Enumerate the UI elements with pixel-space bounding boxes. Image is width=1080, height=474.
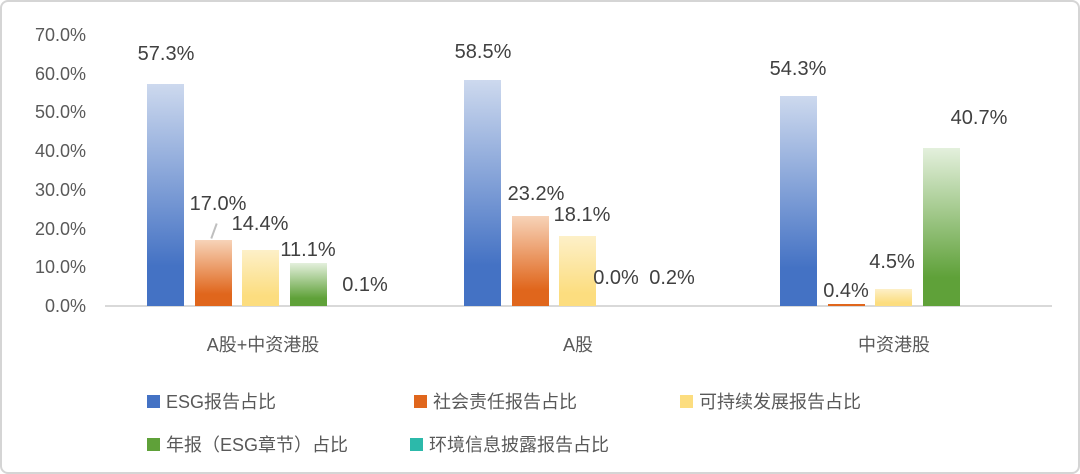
legend-swatch-icon: [410, 437, 423, 451]
bar-社会责任报告占比-A股: [511, 216, 549, 306]
legend-label: 社会责任报告占比: [433, 392, 577, 412]
legend-label: 年报（ESG章节）占比: [166, 435, 349, 455]
y-tick-label: 70.0%: [34, 25, 86, 46]
data-label: 23.2%: [507, 183, 565, 205]
bar-ESG报告占比-A股: [464, 79, 501, 306]
bar-年报（ESG章节）占比-中资港股: [922, 148, 960, 306]
category-label: A股+中资港股: [206, 335, 320, 355]
legend-swatch-icon: [414, 394, 427, 408]
legend-label: ESG报告占比: [166, 392, 277, 412]
bar-社会责任报告占比-A股+中资港股: [194, 240, 232, 306]
y-tick-label: 20.0%: [34, 218, 86, 239]
bar-可持续发展报告占比-中资港股: [875, 288, 912, 306]
data-label: 18.1%: [553, 204, 611, 226]
y-tick-label: 0.0%: [44, 296, 86, 316]
bar-社会责任报告占比-中资港股: [827, 304, 865, 306]
legend-swatch-icon: [147, 394, 160, 408]
data-label: 57.3%: [137, 43, 195, 65]
bar-ESG报告占比-中资港股: [780, 95, 817, 306]
legend-item: 可持续发展报告占比: [680, 388, 861, 414]
data-label: 54.3%: [769, 58, 827, 80]
y-tick-label: 60.0%: [34, 63, 86, 84]
y-tick-label: 30.0%: [34, 179, 86, 200]
x-axis-line: [105, 305, 1052, 307]
data-label: 40.7%: [950, 107, 1008, 129]
category-label: 中资港股: [858, 335, 930, 355]
legend-swatch-icon: [147, 437, 160, 451]
legend-item: 环境信息披露报告占比: [410, 431, 609, 457]
legend-item: 社会责任报告占比: [414, 388, 577, 414]
data-label: 4.5%: [869, 251, 915, 273]
data-label: 0.0%: [593, 267, 639, 289]
legend-item: 年报（ESG章节）占比: [147, 431, 348, 457]
y-tick-label: 50.0%: [34, 102, 86, 123]
legend-label: 环境信息披露报告占比: [429, 435, 609, 455]
bar-ESG报告占比-A股+中资港股: [147, 84, 184, 306]
bar-可持续发展报告占比-A股+中资港股: [242, 250, 279, 306]
y-tick-label: 10.0%: [34, 257, 86, 278]
legend-swatch-icon: [680, 394, 693, 408]
y-tick-label: 40.0%: [34, 141, 86, 162]
data-label: 0.2%: [649, 267, 695, 289]
bar-可持续发展报告占比-A股: [559, 235, 596, 306]
data-label: 14.4%: [231, 213, 289, 235]
label-leader-line: [210, 223, 218, 239]
data-label: 11.1%: [280, 239, 336, 261]
legend-label: 可持续发展报告占比: [699, 392, 861, 412]
data-label: 0.4%: [823, 280, 869, 302]
category-label: A股: [562, 335, 594, 355]
data-label: 58.5%: [454, 41, 512, 63]
bar-年报（ESG章节）占比-A股+中资港股: [289, 263, 327, 306]
data-label: 0.1%: [342, 274, 388, 296]
legend-item: ESG报告占比: [147, 388, 276, 414]
data-label: 17.0%: [189, 193, 247, 215]
